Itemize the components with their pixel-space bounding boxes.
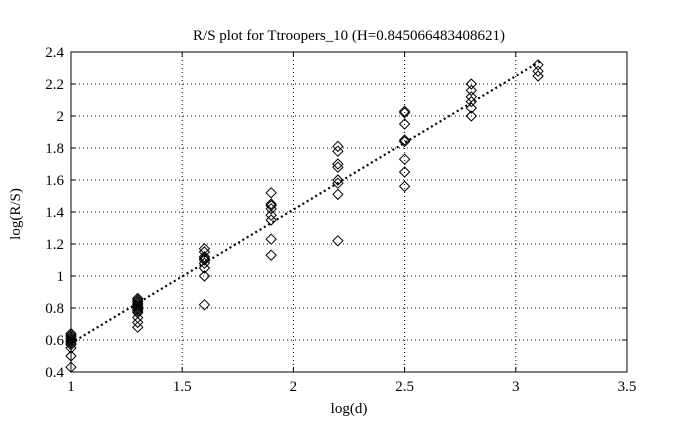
data-point-diamond <box>332 174 344 186</box>
data-point-diamond <box>398 107 411 119</box>
y-tick-label: 1.6 <box>45 173 64 189</box>
data-point-diamond <box>532 70 544 82</box>
data-point-diamond <box>265 199 277 212</box>
data-point-diamond <box>465 91 478 103</box>
x-tick-label: 3.5 <box>618 379 637 395</box>
y-tick-label: 1.8 <box>45 141 64 157</box>
data-point-diamond <box>132 292 144 305</box>
data-point-diamond <box>65 361 77 373</box>
data-point-diamond <box>398 118 411 130</box>
data-point-diamond <box>398 166 411 178</box>
data-point-diamond <box>265 187 277 199</box>
fit-line-layer <box>70 59 544 345</box>
y-tick-label: 0.6 <box>45 333 64 349</box>
axes <box>70 51 628 373</box>
x-tick-label: 1.5 <box>173 379 192 395</box>
data-point-diamond <box>332 161 344 173</box>
data-point-diamond <box>398 180 411 193</box>
x-tick-label: 1 <box>67 379 75 395</box>
y-tick-label: 2.4 <box>45 45 64 61</box>
data-point-diamond <box>198 262 211 274</box>
data-point-diamond <box>132 321 144 333</box>
data-point-diamond <box>465 95 478 108</box>
data-point-diamond <box>465 110 478 122</box>
data-point-diamond <box>198 251 211 263</box>
gridlines <box>71 52 627 372</box>
data-points <box>65 59 544 373</box>
data-point-diamond <box>65 350 77 362</box>
chart-title: R/S plot for Ttroopers_10 (H=0.845066483… <box>193 28 505 44</box>
data-point-diamond <box>398 105 411 117</box>
data-point-diamond <box>332 235 344 247</box>
data-point-diamond <box>465 84 478 97</box>
y-tick-label: 0.4 <box>45 365 64 381</box>
data-point-diamond <box>332 188 344 201</box>
data-point-diamond <box>65 329 77 341</box>
data-point-diamond <box>465 78 478 90</box>
data-point-diamond <box>132 311 144 324</box>
y-axis-label: log(R/S) <box>8 188 24 240</box>
data-point-diamond <box>398 153 411 165</box>
data-point-diamond <box>332 158 344 170</box>
fit-line <box>70 59 544 345</box>
data-point-diamond <box>265 198 277 210</box>
data-point-diamond <box>532 59 544 71</box>
data-point-diamond <box>198 252 211 265</box>
y-tick-label: 2 <box>57 109 65 125</box>
data-point-diamond <box>265 214 277 226</box>
data-point-diamond <box>265 249 277 261</box>
x-axis-label: log(d) <box>331 401 368 417</box>
data-point-diamond <box>198 270 211 282</box>
data-point-diamond <box>132 294 144 306</box>
data-point-diamond <box>332 145 344 157</box>
data-point-diamond <box>332 140 344 153</box>
data-point-diamond <box>198 243 211 255</box>
data-point-diamond <box>132 316 144 329</box>
y-tick-label: 1.2 <box>45 237 64 253</box>
tick-labels: 1 1.5 2 2.5 3 3.5 0.4 0.6 0.8 1 1.2 1.4 1.6 1.8 2 2.2 2.… <box>45 45 636 395</box>
y-tick-label: 2.2 <box>45 77 64 93</box>
x-tick-label: 3 <box>512 379 520 395</box>
data-point-diamond <box>398 134 411 146</box>
data-point-diamond <box>265 233 277 245</box>
data-point-diamond <box>265 209 277 221</box>
data-point-diamond <box>198 299 211 311</box>
data-point-diamond <box>465 102 478 114</box>
data-point-diamond <box>398 135 411 148</box>
data-point-diamond <box>532 65 544 77</box>
y-tick-label: 0.8 <box>45 301 64 317</box>
data-point-diamond <box>65 327 77 340</box>
y-tick-label: 1 <box>57 269 65 285</box>
y-tick-label: 1.4 <box>45 205 64 221</box>
x-tick-label: 2.5 <box>395 379 414 395</box>
x-tick-label: 2 <box>290 379 298 395</box>
